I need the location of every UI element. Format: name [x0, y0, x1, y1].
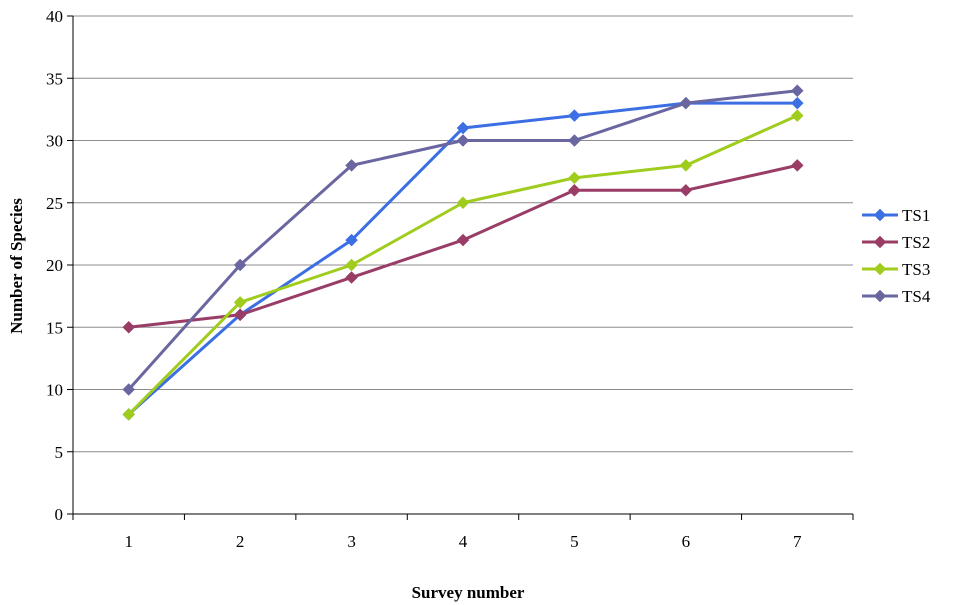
data-point	[345, 233, 358, 247]
x-axis-title: Survey number	[412, 583, 525, 602]
series-ts2	[122, 159, 804, 334]
data-point	[568, 183, 581, 197]
data-point	[790, 84, 804, 98]
data-point	[345, 258, 358, 272]
y-tick-label: 0	[55, 505, 64, 524]
data-point	[790, 109, 804, 122]
x-tick-label: 7	[793, 532, 802, 551]
data-point	[679, 159, 693, 172]
x-tick-label: 5	[570, 532, 579, 551]
legend-marker	[873, 208, 887, 222]
y-tick-label: 25	[46, 194, 63, 213]
y-tick-label: 10	[46, 381, 63, 400]
legend-label: TS3	[902, 260, 930, 279]
data-point	[456, 134, 470, 147]
x-tick-label: 6	[682, 532, 691, 551]
legend-marker	[873, 235, 887, 249]
y-tick-label: 35	[46, 69, 63, 88]
data-point	[790, 96, 804, 110]
legend-label: TS4	[902, 287, 931, 306]
series-ts3	[122, 109, 804, 421]
legend-label: TS1	[902, 206, 930, 225]
data-point	[456, 233, 470, 247]
data-point	[345, 159, 358, 172]
legend-item-ts3: TS3	[862, 260, 930, 279]
data-point	[122, 408, 136, 421]
data-point	[568, 134, 581, 147]
data-point	[122, 320, 136, 334]
legend-marker	[873, 289, 887, 303]
data-point	[345, 271, 358, 284]
y-tick-label: 5	[55, 443, 64, 462]
data-point	[568, 109, 581, 122]
series-line	[127, 101, 798, 416]
legend-item-ts1: TS1	[862, 206, 930, 225]
y-tick-label: 30	[46, 132, 63, 151]
y-tick-label: 40	[46, 7, 63, 26]
x-axis-ticks: 1 2 3 4 5 6 7	[72, 514, 854, 551]
data-point	[790, 159, 804, 172]
data-point	[233, 258, 247, 272]
data-point	[456, 121, 470, 135]
data-point	[456, 196, 470, 210]
legend-item-ts4: TS4	[862, 287, 931, 306]
series-ts4	[122, 84, 804, 396]
x-tick-label: 3	[347, 532, 356, 551]
x-tick-label: 1	[124, 532, 133, 551]
legend-label: TS2	[902, 233, 930, 252]
series-lines	[122, 84, 804, 421]
y-axis-ticks: 0 5 10 15 20 25 30 35 40	[46, 7, 73, 524]
data-point	[679, 183, 693, 197]
x-tick-label: 4	[459, 532, 468, 551]
legend: TS1 TS2 TS3 TS4	[862, 206, 931, 306]
data-point	[233, 295, 247, 309]
y-tick-label: 15	[46, 318, 63, 337]
x-tick-label: 2	[236, 532, 245, 551]
y-axis-title: Number of Species	[7, 198, 26, 334]
data-point	[122, 383, 136, 396]
data-point	[679, 96, 693, 110]
data-point	[233, 308, 247, 322]
y-tick-label: 20	[46, 256, 63, 275]
data-point	[568, 171, 581, 185]
legend-item-ts2: TS2	[862, 233, 930, 252]
legend-marker	[873, 262, 887, 276]
